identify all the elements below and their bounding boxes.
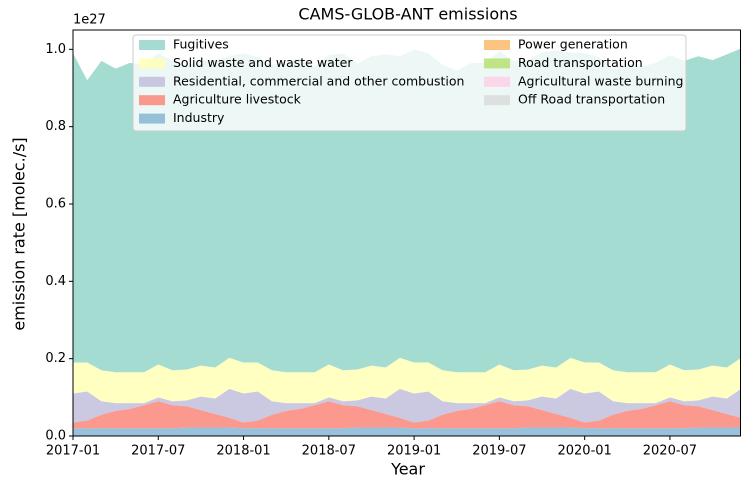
- y-tick-label: 0.8: [45, 119, 66, 134]
- legend-label: Road transportation: [518, 55, 643, 70]
- legend-label: Fugitives: [173, 37, 229, 52]
- legend-swatch: [139, 58, 165, 69]
- x-tick-label: 2020-01: [557, 444, 611, 459]
- y-tick-label: 0.6: [45, 197, 66, 212]
- legend-swatch: [139, 76, 165, 87]
- area: [73, 388, 741, 423]
- area: [73, 357, 741, 404]
- chart-title: CAMS-GLOB-ANT emissions: [298, 5, 517, 24]
- legend-swatch: [139, 95, 165, 106]
- y-tick-label: 0.2: [45, 351, 66, 366]
- legend-swatch: [484, 40, 510, 50]
- legend-swatch: [139, 113, 165, 124]
- legend-label: Agricultural waste burning: [518, 73, 683, 88]
- area: [73, 427, 741, 436]
- legend-label: Residential, commercial and other combus…: [173, 73, 464, 88]
- x-tick-label: 2019-07: [472, 444, 526, 459]
- legend-swatch: [139, 40, 165, 50]
- y-tick-label: 0.0: [45, 429, 66, 444]
- legend-label: Industry: [173, 110, 225, 125]
- y-axis-label: emission rate [molec./s]: [10, 137, 29, 330]
- x-tick-label: 2018-01: [216, 444, 270, 459]
- axis-offset: 1e27: [73, 13, 106, 28]
- legend-swatch: [484, 95, 510, 106]
- legend-label: Power generation: [518, 37, 628, 52]
- area: [73, 401, 741, 429]
- legend: Fugitives Solid waste and waste water Resi…: [132, 34, 687, 132]
- legend-swatch: [484, 76, 510, 87]
- legend-label: Agriculture livestock: [173, 92, 302, 107]
- x-tick-label: 2019-01: [387, 444, 441, 459]
- legend-frame: [132, 34, 687, 132]
- y-tick-label: 1.0: [45, 42, 66, 57]
- x-tick-label: 2020-07: [643, 444, 697, 459]
- legend-swatch: [484, 58, 510, 69]
- x-tick-label: 2018-07: [302, 444, 356, 459]
- x-axis-label: Year: [390, 460, 425, 479]
- legend-label: Off Road transportation: [518, 92, 665, 107]
- legend-label: Solid waste and waste water: [173, 55, 353, 70]
- x-tick-label: 2017-01: [46, 444, 100, 459]
- x-tick-label: 2017-07: [131, 444, 185, 459]
- y-tick-label: 0.4: [45, 274, 66, 289]
